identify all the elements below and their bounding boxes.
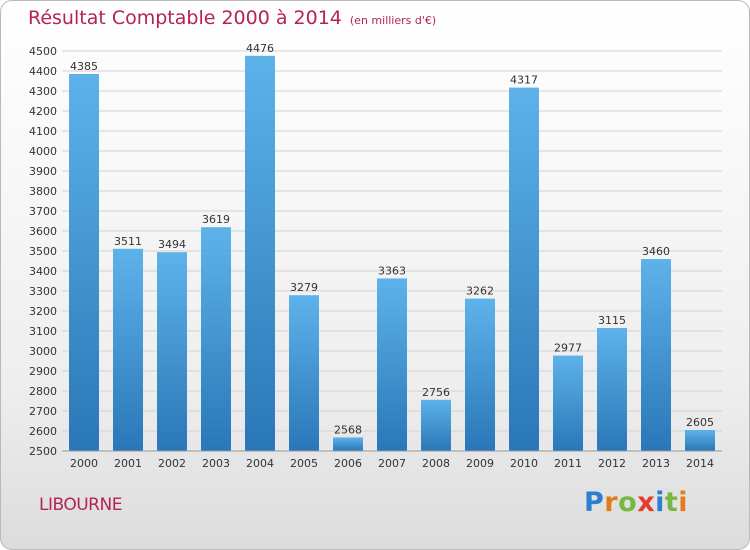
y-tick-label: 3500 [29,245,57,258]
y-tick-label: 4300 [29,85,57,98]
y-tick-label: 2600 [29,425,57,438]
data-label: 2977 [554,342,582,355]
data-label: 3115 [598,314,626,327]
data-label: 3262 [466,285,494,298]
logo-letter: P [584,487,605,518]
chart-subtitle: (en milliers d'€) [349,14,437,27]
logo-letter: r [604,487,619,518]
bar-2014 [685,430,715,451]
logo-letter: o [618,487,638,518]
data-label: 4476 [246,42,274,55]
y-tick-label: 4500 [29,45,57,58]
y-tick-label: 3900 [29,165,57,178]
logo-letter: t [664,487,679,518]
y-tick-label: 3700 [29,205,57,218]
bar-2002 [157,252,187,451]
bar-2003 [201,227,231,451]
data-label: 4317 [510,74,538,87]
proxiti-logo: Proxiti [584,487,688,518]
bar-2013 [641,259,671,451]
logo-letter: i [678,487,689,518]
bar-2011 [553,355,583,451]
data-label: 3511 [114,235,142,248]
bar-2012 [597,328,627,451]
x-tick-label: 2005 [290,457,318,470]
y-tick-label: 3300 [29,285,57,298]
x-tick-label: 2010 [510,457,538,470]
bar-2009 [465,298,495,451]
data-label: 2605 [686,416,714,429]
x-tick-label: 2009 [466,457,494,470]
y-tick-label: 4100 [29,125,57,138]
y-tick-label: 2900 [29,365,57,378]
x-tick-label: 2000 [70,457,98,470]
y-tick-label: 3400 [29,265,57,278]
y-tick-label: 2700 [29,405,57,418]
y-axis-ticks: 2500 2600 2700 2800 2900 3000 3100 3200 3300 3400… [29,45,57,458]
y-tick-label: 3600 [29,225,57,238]
y-tick-label: 3000 [29,345,57,358]
chart-title-text: Résultat Comptable 2000 à 2014 [28,7,342,29]
bar-2004 [245,55,275,452]
data-label: 3279 [290,281,318,294]
x-tick-label: 2002 [158,457,186,470]
bar-2010 [509,87,539,451]
x-tick-label: 2012 [598,457,626,470]
bars [69,55,715,452]
data-label: 3619 [202,213,230,226]
x-tick-label: 2008 [422,457,450,470]
x-axis-ticks: 2000 2001 2002 2003 2004 2005 2006 2007 2008 2009… [70,457,714,470]
bar-2006 [333,437,363,451]
data-label: 3460 [642,245,670,258]
data-labels: 4385 3511 3494 3619 4476 3279 2568 3363 2756 3262… [70,42,714,437]
bar-2007 [377,278,407,451]
city-label: LIBOURNE [39,495,122,515]
x-tick-label: 2014 [686,457,714,470]
x-tick-label: 2006 [334,457,362,470]
y-tick-label: 4400 [29,65,57,78]
x-tick-label: 2007 [378,457,406,470]
y-tick-label: 4200 [29,105,57,118]
x-tick-label: 2013 [642,457,670,470]
y-tick-label: 3100 [29,325,57,338]
data-label: 2756 [422,386,450,399]
y-tick-label: 3200 [29,305,57,318]
x-tick-label: 2003 [202,457,230,470]
x-tick-label: 2001 [114,457,142,470]
bar-2008 [421,399,451,451]
x-tick-label: 2004 [246,457,274,470]
data-label: 3363 [378,264,406,277]
data-label: 2568 [334,423,362,436]
logo-letter: i [655,487,665,518]
y-tick-label: 4000 [29,145,57,158]
logo-letter: x [637,487,656,518]
y-tick-label: 2800 [29,385,57,398]
y-tick-label: 3800 [29,185,57,198]
chart-title: Résultat Comptable 2000 à 2014 (en millie… [28,7,436,29]
y-tick-label: 2500 [29,445,57,458]
bar-2001 [113,248,143,451]
bar-2000 [69,74,99,451]
data-label: 4385 [70,60,98,73]
x-tick-label: 2011 [554,457,582,470]
bar-2005 [289,295,319,451]
data-label: 3494 [158,238,186,251]
